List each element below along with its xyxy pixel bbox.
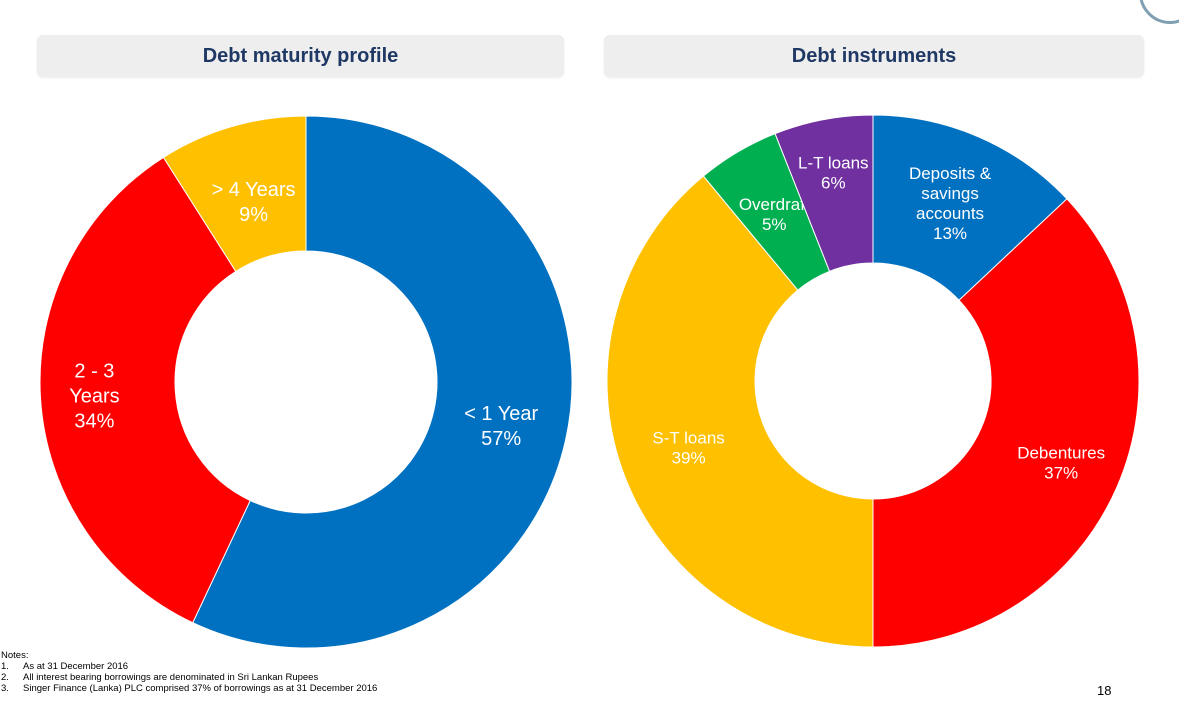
donut-1-slice-2-label: S-T loans 39% bbox=[652, 428, 724, 467]
notes: Notes: 1. As at 31 December 2016 2. All … bbox=[1, 650, 377, 694]
note-text: All interest bearing borrowings are deno… bbox=[23, 672, 319, 683]
note-item-3: 3. Singer Finance (Lanka) PLC comprised … bbox=[1, 683, 377, 694]
note-text: As at 31 December 2016 bbox=[23, 661, 129, 672]
donut-1-slice-0 bbox=[872, 114, 1068, 301]
note-number: 2. bbox=[1, 672, 9, 683]
donut-1-slice-0-label-line: Deposits & bbox=[909, 164, 992, 183]
donut-1-slice-4-label-line: 6% bbox=[821, 174, 846, 193]
donut-1-slice-3-label: Overdraft 5% bbox=[739, 195, 810, 234]
notes-heading: Notes: bbox=[1, 650, 29, 661]
donut-0-slice-0 bbox=[192, 115, 573, 649]
donut-1-slice-3-label-line: 5% bbox=[762, 215, 787, 234]
donut-0-slice-2-label-line: 9% bbox=[239, 204, 268, 226]
donut-0-slice-2 bbox=[162, 115, 307, 273]
donut-0-slice-0-label: < 1 Year 57% bbox=[464, 403, 538, 450]
page-number: 18 bbox=[1097, 683, 1112, 698]
donut-1-slice-0-label-line: accounts bbox=[916, 204, 984, 223]
donut-1-slice-4-label-line: L-T loans bbox=[798, 154, 869, 173]
donut-0-slice-1-label: 2 - 3 Years 34% bbox=[69, 360, 119, 432]
donut-1-slice-0-label-line: savings bbox=[921, 184, 979, 203]
note-text: Singer Finance (Lanka) PLC comprised 37%… bbox=[23, 683, 378, 694]
donut-1-slice-1-label: Debentures 37% bbox=[1017, 443, 1105, 482]
note-number: 1. bbox=[1, 661, 9, 672]
chart-title-maturity-text: Debt maturity profile bbox=[202, 44, 399, 67]
note-item-2: 2. All interest bearing borrowings are d… bbox=[1, 672, 377, 683]
donut-1-slice-2 bbox=[606, 175, 874, 648]
donut-0-slice-2-label: > 4 Years 9% bbox=[212, 179, 296, 226]
donut-1-slice-2-label-line: 39% bbox=[672, 448, 706, 467]
donut-1-slice-0-label: Deposits & savings accounts 13% bbox=[909, 164, 992, 243]
donut-1-slice-0-label-line: 13% bbox=[933, 224, 967, 243]
donut-1-slice-4-label: L-T loans 6% bbox=[798, 154, 869, 193]
chart-title-instruments-text: Debt instruments bbox=[791, 44, 957, 67]
donut-0-slice-1-label-line: 2 - 3 bbox=[74, 360, 114, 382]
donut-0-slice-1-label-line: Years bbox=[69, 385, 119, 407]
donut-1-slice-1 bbox=[872, 198, 1140, 648]
donut-1-slice-1-label-line: 37% bbox=[1044, 463, 1078, 482]
donut-0-slice-0-label-line: 57% bbox=[481, 428, 521, 450]
chart-title-maturity: Debt maturity profile bbox=[37, 35, 564, 77]
note-number: 3. bbox=[1, 683, 9, 694]
donut-1-slice-2-label-line: S-T loans bbox=[652, 428, 724, 447]
donut-0-slice-2-label-line: > 4 Years bbox=[212, 179, 296, 201]
chart-title-instruments: Debt instruments bbox=[604, 35, 1144, 77]
donut-0-slice-1-label-line: 34% bbox=[74, 410, 114, 432]
note-item-1: 1. As at 31 December 2016 bbox=[1, 661, 377, 672]
donut-1-slice-3-label-line: Overdraft bbox=[739, 195, 810, 214]
donut-1-slice-1-label-line: Debentures bbox=[1017, 443, 1105, 462]
donut-0-slice-1 bbox=[39, 156, 251, 624]
donut-0-slice-0-label-line: < 1 Year bbox=[464, 403, 538, 425]
donut-1-slice-4 bbox=[774, 114, 874, 272]
